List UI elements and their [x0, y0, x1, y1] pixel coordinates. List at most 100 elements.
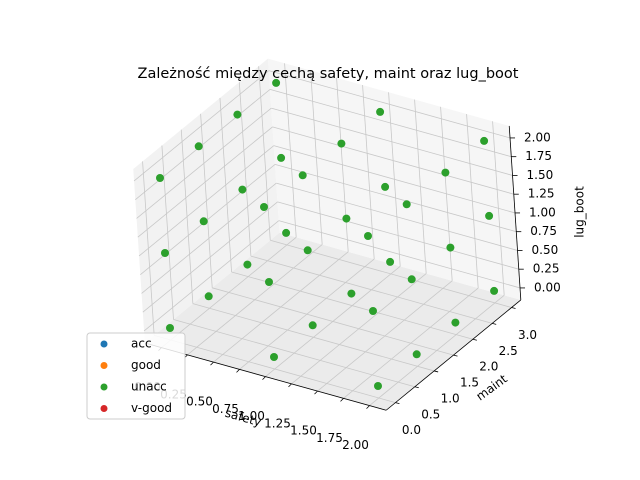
plot-area: 0.000.250.500.751.001.251.501.752.000.00…	[133, 58, 561, 452]
grid-line	[272, 126, 514, 195]
legend: acc good unacc v-good	[86, 332, 186, 420]
point	[277, 153, 286, 162]
y-tick-label: 1.0	[441, 391, 460, 405]
tick-mark	[288, 383, 292, 388]
tick-mark	[262, 376, 266, 380]
z-tick-label: 1.75	[525, 149, 552, 163]
point	[376, 107, 385, 116]
tick-mark	[236, 369, 240, 373]
x-tick-label: 1.75	[316, 431, 343, 445]
point	[369, 307, 377, 315]
point	[265, 278, 273, 286]
point	[282, 228, 291, 237]
tick-mark	[340, 398, 344, 402]
z-tick-label: 1.00	[529, 205, 556, 219]
point	[480, 136, 489, 145]
point	[347, 289, 356, 298]
grid-line	[271, 107, 513, 176]
point	[485, 211, 494, 220]
grid-line	[173, 319, 415, 388]
grid-line	[274, 164, 517, 233]
tick-mark	[472, 338, 477, 341]
grid-line	[276, 182, 518, 251]
x-tick-label: 1.25	[264, 416, 291, 430]
point	[407, 275, 416, 284]
y-tick-label: 3.0	[518, 328, 537, 342]
point	[156, 174, 164, 182]
grid-line	[268, 70, 511, 139]
z-axis-label: lug_boot	[573, 186, 587, 238]
x-tick-label: 0.50	[186, 395, 213, 409]
point	[270, 353, 278, 361]
point	[238, 185, 247, 194]
grid-line	[140, 164, 276, 276]
point	[308, 321, 317, 330]
y-axis-line	[385, 299, 522, 411]
grid-line	[250, 255, 493, 324]
point	[233, 110, 242, 119]
tick-mark	[492, 323, 497, 325]
x-tick-label: 0.75	[212, 402, 239, 416]
z-tick-label: 0.75	[530, 224, 557, 238]
grid-line	[133, 70, 270, 182]
grid-line	[136, 107, 272, 219]
z-axis-line	[508, 125, 522, 300]
z-tick-label: 1.50	[527, 168, 554, 182]
point	[272, 78, 281, 87]
z-tick-label: 2.00	[524, 130, 551, 144]
grid-line	[137, 126, 273, 238]
z-tick-label: 1.25	[528, 187, 555, 201]
point	[374, 382, 382, 390]
legend-label: acc	[131, 337, 152, 351]
chart-title: Zależność między cechą safety, maint ora…	[138, 66, 519, 82]
tick-mark	[210, 361, 214, 366]
z-tick-label: 0.50	[532, 243, 559, 257]
point	[194, 142, 203, 151]
y-tick-label: 2.0	[479, 360, 498, 374]
grid-line	[277, 201, 519, 270]
tick-mark	[453, 354, 458, 357]
x-tick-label: 1.00	[238, 409, 265, 423]
legend-label: v-good	[131, 401, 172, 415]
legend-marker	[100, 405, 108, 412]
point	[490, 286, 499, 295]
tick-mark	[395, 402, 400, 405]
x-tick-label: 2.00	[342, 438, 369, 452]
grid-line	[269, 89, 512, 158]
y-tick-label: 0.0	[402, 423, 421, 437]
point	[402, 200, 411, 209]
tick-mark	[414, 386, 419, 389]
legend-label: unacc	[131, 380, 167, 394]
legend-label: good	[131, 358, 161, 372]
point	[386, 257, 395, 266]
grid-line	[141, 182, 277, 294]
point	[161, 249, 169, 257]
grid-line	[278, 220, 521, 289]
point	[412, 350, 421, 359]
point	[166, 324, 174, 332]
point	[446, 243, 455, 252]
tick-mark	[314, 390, 318, 395]
point	[381, 182, 390, 191]
tick-mark	[366, 405, 370, 409]
tick-mark	[434, 370, 439, 373]
point	[451, 318, 460, 327]
y-tick-label: 1.5	[460, 376, 479, 390]
legend-box	[86, 332, 186, 420]
grid-line	[143, 220, 280, 332]
point	[441, 168, 450, 177]
tick-mark	[511, 307, 516, 309]
legend-marker	[100, 383, 108, 391]
grid-line	[212, 287, 454, 356]
grid-line	[142, 201, 278, 313]
y-tick-label: 0.5	[421, 407, 440, 421]
point	[260, 203, 268, 211]
legend-marker	[100, 362, 108, 369]
point	[298, 171, 307, 180]
grid-line	[273, 145, 516, 214]
point	[199, 217, 208, 226]
grid-line	[154, 334, 396, 404]
y-tick-label: 2.5	[499, 344, 518, 358]
point	[204, 292, 213, 301]
